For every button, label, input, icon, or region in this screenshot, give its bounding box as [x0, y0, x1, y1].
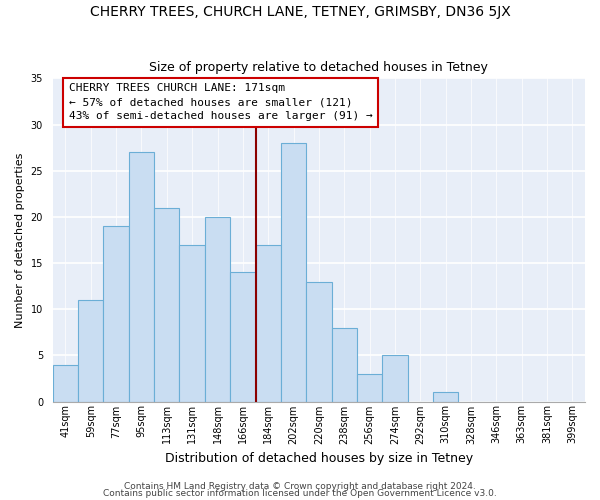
Bar: [78, 300, 103, 402]
Text: CHERRY TREES, CHURCH LANE, TETNEY, GRIMSBY, DN36 5JX: CHERRY TREES, CHURCH LANE, TETNEY, GRIMS…: [89, 5, 511, 19]
Bar: [179, 244, 205, 402]
Bar: [306, 282, 332, 402]
Bar: [53, 364, 78, 402]
Bar: [382, 356, 407, 402]
Text: Contains public sector information licensed under the Open Government Licence v3: Contains public sector information licen…: [103, 489, 497, 498]
Bar: [154, 208, 179, 402]
Bar: [230, 272, 256, 402]
Bar: [129, 152, 154, 402]
X-axis label: Distribution of detached houses by size in Tetney: Distribution of detached houses by size …: [165, 452, 473, 465]
Text: Contains HM Land Registry data © Crown copyright and database right 2024.: Contains HM Land Registry data © Crown c…: [124, 482, 476, 491]
Y-axis label: Number of detached properties: Number of detached properties: [15, 152, 25, 328]
Title: Size of property relative to detached houses in Tetney: Size of property relative to detached ho…: [149, 62, 488, 74]
Text: CHERRY TREES CHURCH LANE: 171sqm
← 57% of detached houses are smaller (121)
43% : CHERRY TREES CHURCH LANE: 171sqm ← 57% o…: [69, 84, 373, 122]
Bar: [433, 392, 458, 402]
Bar: [281, 143, 306, 402]
Bar: [357, 374, 382, 402]
Bar: [256, 244, 281, 402]
Bar: [103, 226, 129, 402]
Bar: [205, 217, 230, 402]
Bar: [332, 328, 357, 402]
